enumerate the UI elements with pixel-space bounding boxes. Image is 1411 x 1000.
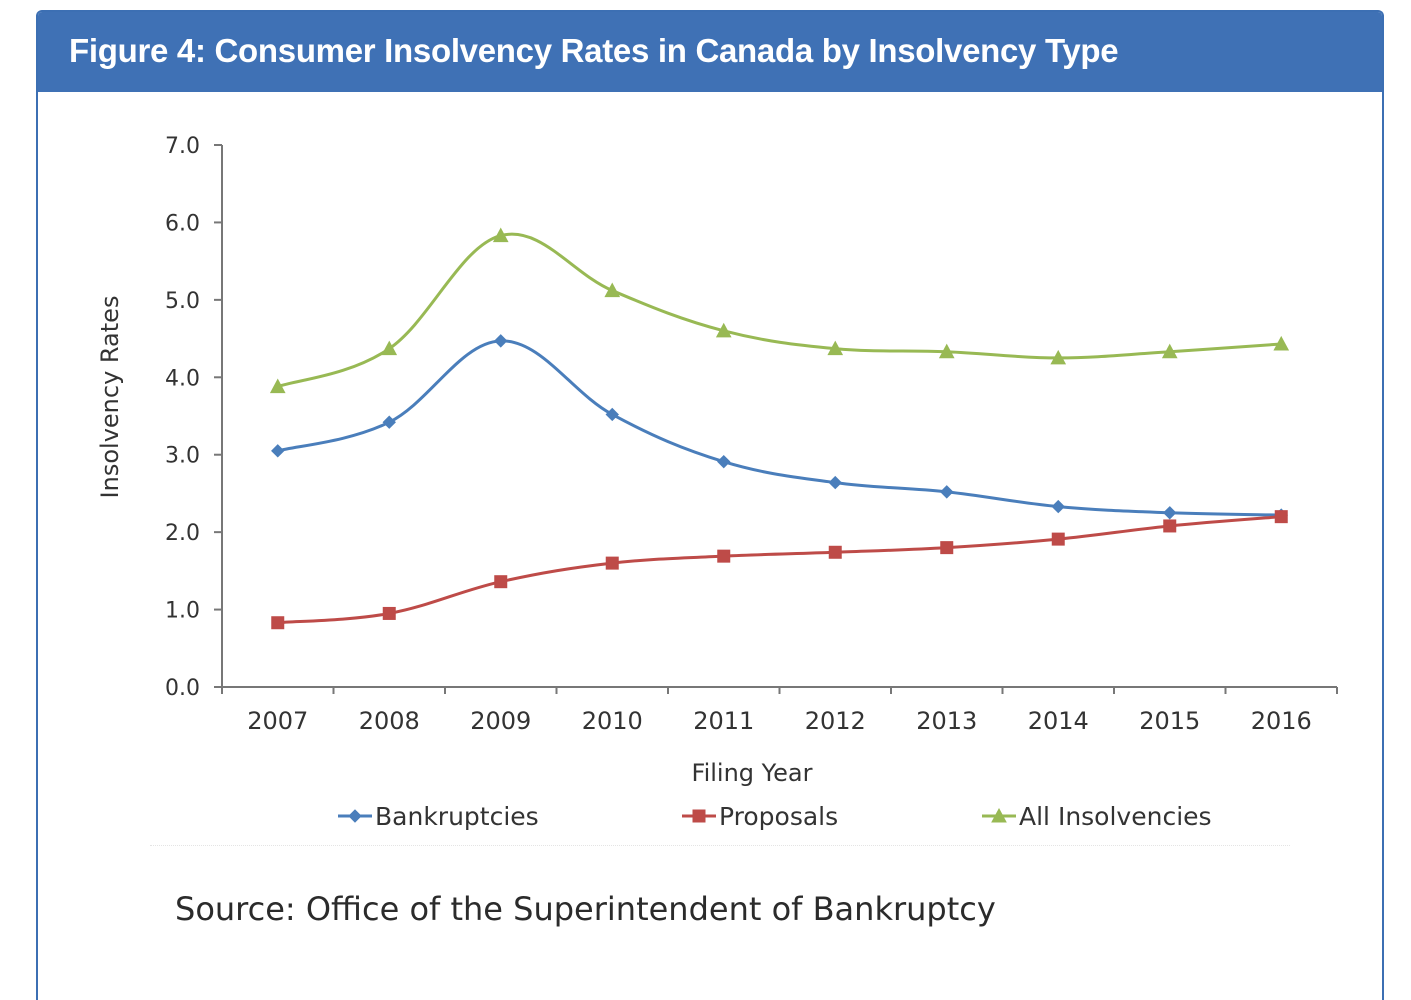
y-tick-label: 0.0 <box>165 676 200 701</box>
x-tick-label: 2015 <box>1139 707 1200 735</box>
data-point-proposals <box>494 575 508 589</box>
data-point-bankruptcies <box>382 415 396 429</box>
y-tick-label: 4.0 <box>165 366 200 391</box>
y-tick-label: 6.0 <box>165 211 200 236</box>
data-point-bankruptcies <box>271 444 285 458</box>
data-point-bankruptcies <box>1163 506 1177 520</box>
data-point-bankruptcies <box>494 334 508 348</box>
legend-marker-bankruptcies <box>348 809 362 823</box>
series-line-bankruptcies <box>277 339 1282 517</box>
legend-marker-proposals <box>692 809 706 823</box>
x-tick-label: 2009 <box>470 707 531 735</box>
x-tick-label: 2014 <box>1028 707 1089 735</box>
source-note: Source: Office of the Superintendent of … <box>175 890 996 928</box>
data-point-proposals <box>1274 510 1288 524</box>
x-axis-label: Filing Year <box>692 759 813 787</box>
data-point-proposals <box>1163 519 1177 533</box>
x-tick-label: 2008 <box>359 707 420 735</box>
data-point-all-insolvencies <box>1273 335 1290 351</box>
data-point-all-insolvencies <box>492 227 509 243</box>
legend: Bankruptcies Proposals All Insolvencies <box>338 802 1212 831</box>
data-point-all-insolvencies <box>269 378 286 394</box>
data-point-proposals <box>271 616 285 630</box>
data-point-all-insolvencies <box>381 340 398 356</box>
legend-label-proposals: Proposals <box>719 802 838 831</box>
x-tick-label: 2011 <box>693 707 754 735</box>
y-tick-label: 3.0 <box>165 444 200 469</box>
y-tick-label: 7.0 <box>165 134 200 159</box>
data-point-proposals <box>717 549 731 563</box>
data-point-all-insolvencies <box>1161 343 1178 359</box>
x-tick-label: 2013 <box>916 707 977 735</box>
data-point-proposals <box>940 541 954 555</box>
data-point-all-insolvencies <box>827 340 844 356</box>
legend-label-all-insolvencies: All Insolvencies <box>1019 802 1212 831</box>
data-point-proposals <box>828 545 842 559</box>
data-point-all-insolvencies <box>1050 349 1067 365</box>
data-point-bankruptcies <box>717 454 731 469</box>
figure-header: Figure 4: Consumer Insolvency Rates in C… <box>38 12 1382 92</box>
data-point-proposals <box>382 606 396 620</box>
figure-title: Figure 4: Consumer Insolvency Rates in C… <box>69 32 1119 69</box>
legend-marker-all-insolvencies <box>991 807 1007 823</box>
divider <box>150 845 1290 846</box>
x-tick-label: 2016 <box>1251 707 1312 735</box>
y-tick-label: 5.0 <box>165 289 200 314</box>
figure-card: Figure 4: Consumer Insolvency Rates in C… <box>36 10 1384 1000</box>
y-tick-label: 2.0 <box>165 521 200 546</box>
data-point-all-insolvencies <box>938 343 955 359</box>
data-point-proposals <box>1051 532 1065 546</box>
y-axis-label: Insolvency Rates <box>96 296 124 499</box>
data-point-all-insolvencies <box>604 282 621 298</box>
y-tick-label: 1.0 <box>165 599 200 624</box>
legend-label-bankruptcies: Bankruptcies <box>375 802 539 831</box>
data-point-all-insolvencies <box>715 322 732 338</box>
series-line-proposals <box>277 515 1282 625</box>
data-point-bankruptcies <box>940 485 954 499</box>
data-point-bankruptcies <box>1051 499 1065 514</box>
x-tick-label: 2010 <box>582 707 643 735</box>
x-tick-label: 2012 <box>805 707 866 735</box>
series-line-all-insolvencies <box>277 232 1282 388</box>
data-point-bankruptcies <box>605 407 619 422</box>
data-point-proposals <box>605 556 619 570</box>
x-tick-label: 2007 <box>247 707 308 735</box>
data-point-bankruptcies <box>828 475 842 490</box>
